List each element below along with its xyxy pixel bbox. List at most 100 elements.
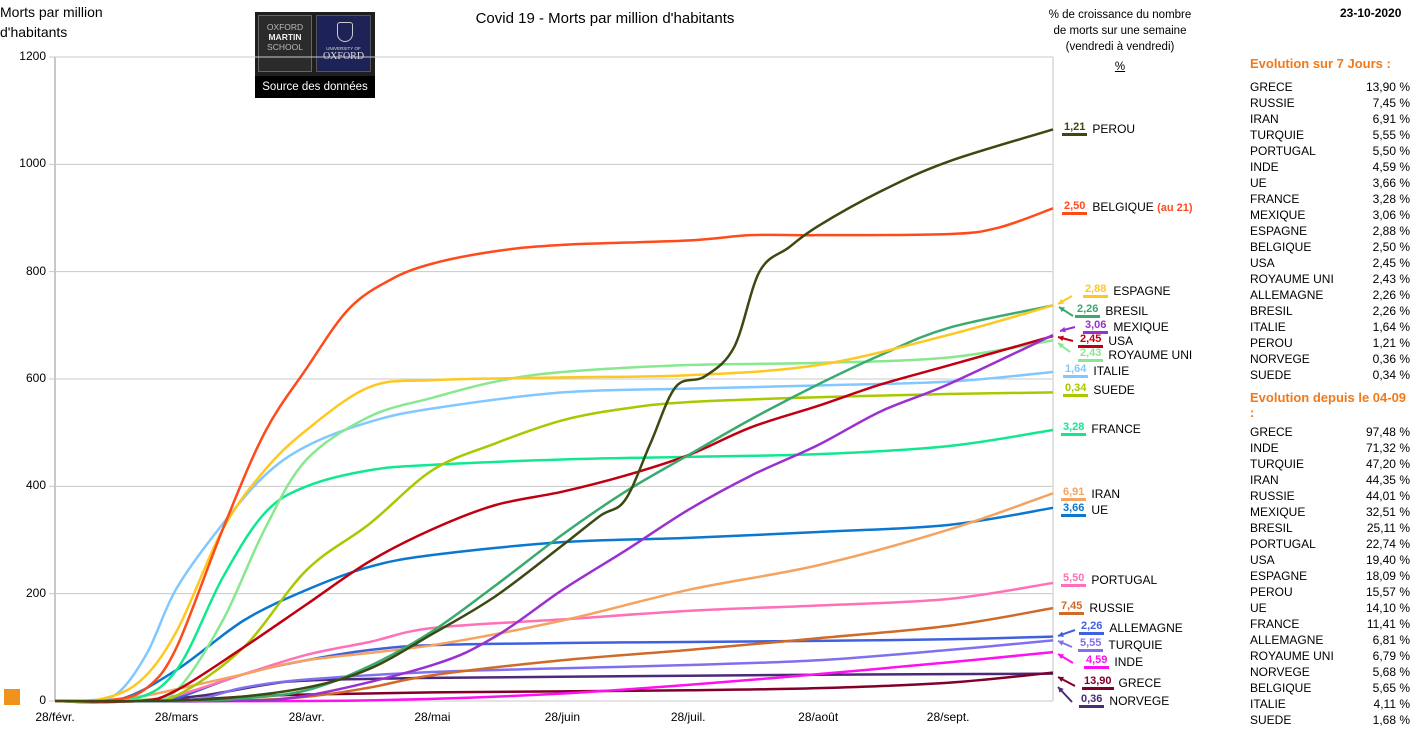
series-label: 6,91 IRAN: [1061, 486, 1120, 501]
country-name: INDE: [1250, 441, 1279, 455]
series-label: 3,66 UE: [1061, 502, 1108, 517]
country-name: IRAN: [1091, 487, 1120, 501]
table-row: INDE 71,32 %: [1250, 440, 1410, 456]
oxford-source-logo[interactable]: OXFORD MARTIN SCHOOL UNIVERSITY OF OXFOR…: [255, 12, 375, 98]
y-tick-label: 0: [39, 693, 46, 707]
arrowhead-icon: [1058, 676, 1064, 683]
percent-value: 6,81 %: [1372, 633, 1410, 647]
expand-icon[interactable]: [4, 689, 20, 705]
table-row: PORTUGAL 22,74 %: [1250, 536, 1410, 552]
arrowhead-icon: [1058, 335, 1064, 342]
series-line-perou: [54, 128, 1054, 703]
country-label: INDE: [1114, 655, 1144, 669]
country-label: FRANCE: [1091, 422, 1141, 436]
percent-value: 13,90 %: [1365, 80, 1410, 94]
table-row: INDE 4,59 %: [1250, 159, 1410, 175]
table-row: SUEDE 1,68 %: [1250, 712, 1410, 728]
country-name: ROYAUME UNI: [1250, 272, 1334, 286]
percent-value: 18,09 %: [1365, 569, 1410, 583]
source-link[interactable]: Source des données: [255, 76, 375, 98]
arrowhead-icon: [1058, 654, 1064, 660]
percent-value: 4,59 %: [1372, 160, 1410, 174]
country-label: GRECE: [1118, 676, 1162, 690]
country-name: BELGIQUE (au 21): [1092, 200, 1192, 215]
country-name: PORTUGAL: [1091, 573, 1157, 587]
table-row: PEROU 1,21 %: [1250, 335, 1410, 351]
percent-value: 0,34 %: [1372, 368, 1410, 382]
country-name: ESPAGNE: [1250, 224, 1308, 238]
percent-value: 1,21 %: [1372, 336, 1410, 350]
growth-value: 5,50: [1061, 572, 1087, 587]
series-label: 3,06 MEXIQUE: [1083, 319, 1169, 334]
percent-value: 1,64 %: [1372, 320, 1410, 334]
growth-value: 0,34: [1063, 382, 1089, 397]
table-row: SUEDE 0,34 %: [1250, 367, 1410, 383]
percent-value: 5,68 %: [1372, 665, 1410, 679]
series-label: 2,26 BRESIL: [1075, 303, 1148, 318]
series-line-france: [54, 428, 1054, 704]
table-row: ALLEMAGNE 6,81 %: [1250, 632, 1410, 648]
y-tick-label: 400: [25, 478, 46, 493]
growth-value: 2,43: [1078, 347, 1104, 362]
percent-value: 25,11 %: [1366, 521, 1410, 535]
country-name: USA: [1250, 256, 1275, 270]
note-line: % de croissance du nombre: [1048, 9, 1192, 21]
growth-note: % de croissance du nombre de morts sur u…: [1020, 7, 1220, 75]
country-name: ESPAGNE: [1113, 284, 1170, 298]
y-tick-label: 1000: [19, 156, 46, 171]
series-label: 0,36 NORVEGE: [1079, 693, 1169, 708]
country-label: NORVEGE: [1109, 694, 1170, 708]
growth-value: 2,26: [1075, 303, 1101, 318]
series-line-norvege: [54, 672, 1054, 703]
note-line: de morts sur une semaine: [1053, 25, 1187, 37]
table-row: MEXIQUE 32,51 %: [1250, 504, 1410, 520]
series-label: 5,50 PORTUGAL: [1061, 572, 1157, 587]
series-line-bresil: [54, 304, 1054, 703]
growth-value: 3,06: [1083, 319, 1109, 334]
country-name: ITALIE: [1093, 364, 1129, 378]
series-label: 2,43 ROYAUME UNI: [1078, 347, 1192, 362]
percent-value: 15,57 %: [1365, 585, 1410, 599]
country-name: INDE: [1114, 655, 1143, 669]
country-label: MEXIQUE: [1113, 320, 1169, 334]
arrowhead-icon: [1058, 687, 1064, 693]
percent-value: 5,65 %: [1372, 681, 1410, 695]
logo-text: SCHOOL: [267, 42, 303, 52]
series-line-usa: [54, 334, 1054, 704]
country-name: FRANCE: [1250, 617, 1300, 631]
series-label: 1,21 PEROU: [1062, 121, 1135, 136]
y-tick-label: 800: [25, 263, 46, 278]
y-tick-label: 200: [25, 585, 46, 600]
country-name: GRECE: [1250, 425, 1293, 439]
country-name: MEXIQUE: [1113, 320, 1168, 334]
percent-value: 22,74 %: [1365, 537, 1410, 551]
series-label: 1,64 ITALIE: [1063, 363, 1129, 378]
country-name: RUSSIE: [1089, 601, 1134, 615]
percent-value: 97,48 %: [1365, 425, 1410, 439]
table-row: BRESIL 2,26 %: [1250, 303, 1410, 319]
country-name: PEROU: [1250, 336, 1293, 350]
country-name: RUSSIE: [1250, 96, 1295, 110]
series-line-inde: [54, 650, 1054, 703]
table-row: UE 14,10 %: [1250, 600, 1410, 616]
table-row: GRECE 13,90 %: [1250, 79, 1410, 95]
country-name: TURQUIE: [1250, 457, 1304, 471]
country-label: PORTUGAL: [1091, 573, 1158, 587]
y-tick-label: 600: [25, 371, 46, 385]
x-tick-label: 28/avr.: [288, 710, 325, 724]
series-label: 5,55 TURQUIE: [1078, 637, 1162, 652]
percent-value: 44,01 %: [1365, 489, 1410, 503]
chart-title: Covid 19 - Morts par million d'habitants: [475, 10, 735, 27]
country-name: PEROU: [1092, 122, 1135, 136]
table-row: NORVEGE 5,68 %: [1250, 664, 1410, 680]
y-axis-title: Morts par million d'habitants: [0, 4, 103, 40]
x-tick-label: 28/mai: [414, 710, 451, 724]
note-percent: %: [1114, 61, 1126, 73]
country-name: FRANCE: [1091, 422, 1140, 436]
growth-value: 3,66: [1061, 502, 1087, 517]
series-label: 2,26 ALLEMAGNE: [1079, 620, 1183, 635]
series-label: 2,45 USA: [1078, 333, 1133, 348]
country-name: IRAN: [1250, 112, 1279, 126]
country-label: ITALIE: [1093, 364, 1130, 378]
series-line-mexique: [54, 333, 1054, 703]
